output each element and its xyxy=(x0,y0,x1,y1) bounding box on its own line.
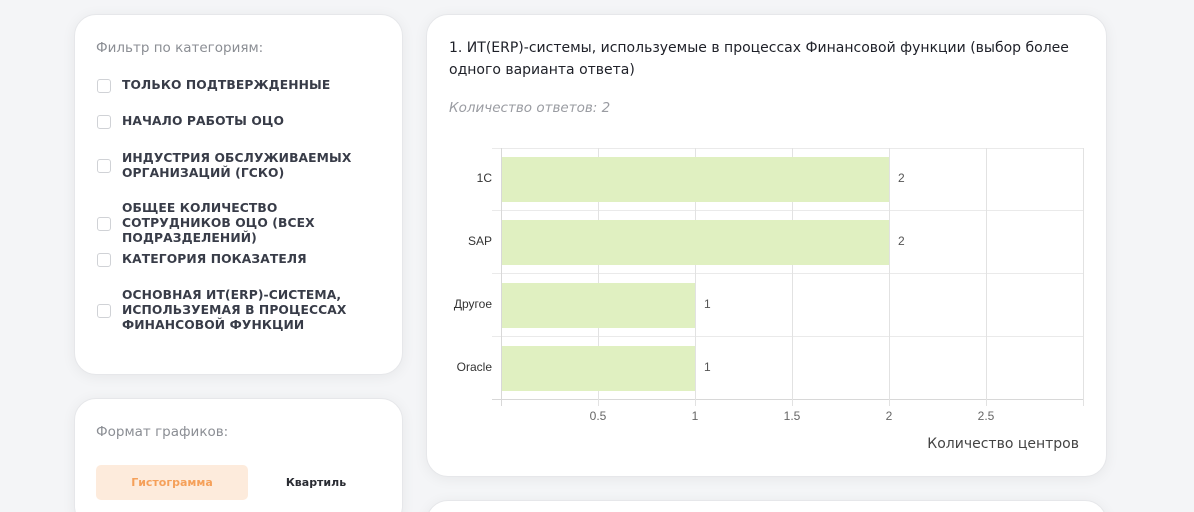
filter-label: КАТЕГОРИЯ ПОКАЗАТЕЛЯ xyxy=(122,252,307,266)
filter-label: ИНДУСТРИЯ ОБСЛУЖИВАЕМЫХ ОРГАНИЗАЦИЙ (ГСК… xyxy=(122,151,352,180)
histogram-button[interactable]: Гистограмма xyxy=(96,465,248,500)
value-label: 2 xyxy=(898,234,905,248)
chart-format-panel: Формат графиков: Гистограмма Квартиль xyxy=(74,398,403,512)
checkbox[interactable] xyxy=(97,216,111,231)
x-tick: 0.5 xyxy=(589,409,607,423)
category-label: SAP xyxy=(467,234,492,248)
bar-oracle[interactable] xyxy=(502,346,695,391)
gridline xyxy=(492,148,1084,149)
filter-label: ОБЩЕЕ КОЛИЧЕСТВО СОТРУДНИКОВ ОЦО (ВСЕХ П… xyxy=(122,201,315,245)
x-axis-line xyxy=(492,399,1084,400)
checkbox[interactable] xyxy=(97,159,111,173)
gridline xyxy=(986,148,987,406)
checkbox[interactable] xyxy=(97,252,111,267)
bar-chart: 1С SAP Другое Oracle 2 2 1 1 0.5 1 1.5 2… xyxy=(427,15,1108,478)
gridline xyxy=(492,273,1084,274)
x-tick: 1.5 xyxy=(783,409,801,423)
category-filter-panel: Фильтр по категориям: ТОЛЬКО ПОДТВЕРЖДЕН… xyxy=(74,14,403,375)
filter-label: ОСНОВНАЯ ИТ(ERP)-СИСТЕМА, ИСПОЛЬЗУЕМАЯ В… xyxy=(122,288,347,332)
filter-heading: Фильтр по категориям: xyxy=(96,40,264,56)
format-heading: Формат графиков: xyxy=(96,424,229,440)
checkbox[interactable] xyxy=(97,303,111,318)
gridline xyxy=(598,148,599,406)
gridline xyxy=(492,336,1084,337)
response-count: Количество ответов: 2 xyxy=(449,100,611,116)
bar-1c[interactable] xyxy=(502,157,889,202)
x-axis-title: Количество центров xyxy=(927,436,1079,452)
filter-label: НАЧАЛО РАБОТЫ ОЦО xyxy=(122,114,284,128)
gridline xyxy=(1083,148,1084,406)
gridline xyxy=(889,148,890,406)
value-label: 1 xyxy=(704,297,711,311)
x-tick: 1 xyxy=(691,409,699,423)
x-tick: 2 xyxy=(885,409,893,423)
category-label: Oracle xyxy=(456,360,492,374)
checkbox[interactable] xyxy=(97,78,111,93)
value-label: 1 xyxy=(704,360,711,374)
bar-sap[interactable] xyxy=(502,220,889,265)
bar-other[interactable] xyxy=(502,283,695,328)
gridline xyxy=(492,210,1084,211)
quartile-button[interactable]: Квартиль xyxy=(285,476,347,489)
question-chart-card: 1. ИТ(ERP)-системы, используемые в проце… xyxy=(426,14,1107,477)
filter-item-erp-system[interactable]: ОСНОВНАЯ ИТ(ERP)-СИСТЕМА, ИСПОЛЬЗУЕМАЯ В… xyxy=(97,288,387,333)
filter-item-indicator-category[interactable]: КАТЕГОРИЯ ПОКАЗАТЕЛЯ xyxy=(97,252,387,267)
filter-label: ТОЛЬКО ПОДТВЕРЖДЕННЫЕ xyxy=(122,78,331,92)
filter-item-industry[interactable]: ИНДУСТРИЯ ОБСЛУЖИВАЕМЫХ ОРГАНИЗАЦИЙ (ГСК… xyxy=(97,151,387,181)
category-label: 1С xyxy=(476,171,492,185)
filter-item-employee-count[interactable]: ОБЩЕЕ КОЛИЧЕСТВО СОТРУДНИКОВ ОЦО (ВСЕХ П… xyxy=(97,201,387,246)
gridline xyxy=(695,148,696,406)
filter-item-start-date[interactable]: НАЧАЛО РАБОТЫ ОЦО xyxy=(97,114,387,129)
x-tick: 2.5 xyxy=(977,409,995,423)
filter-item-confirmed-only[interactable]: ТОЛЬКО ПОДТВЕРЖДЕННЫЕ xyxy=(97,78,387,93)
checkbox[interactable] xyxy=(97,114,111,129)
value-label: 2 xyxy=(898,171,905,185)
next-question-card xyxy=(426,500,1107,512)
y-axis-line xyxy=(501,148,502,406)
category-label: Другое xyxy=(453,297,492,311)
question-title: 1. ИТ(ERP)-системы, используемые в проце… xyxy=(449,40,1069,78)
gridline xyxy=(792,148,793,406)
